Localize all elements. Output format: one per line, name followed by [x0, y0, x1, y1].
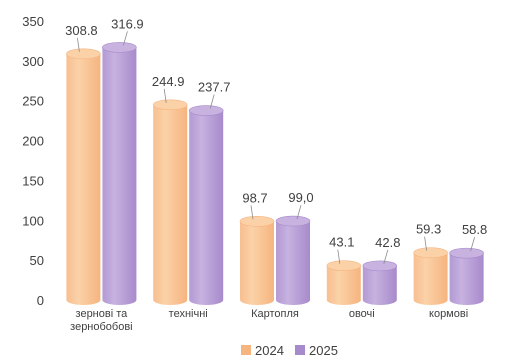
data-label: 42.8	[375, 235, 400, 250]
bar-top	[239, 216, 275, 227]
category-label: кормові	[429, 308, 468, 320]
label-leader-line	[296, 204, 302, 220]
bar-2025	[449, 247, 484, 305]
bar-top	[152, 99, 188, 111]
y-tick-label: 0	[37, 293, 44, 308]
bar-2024	[66, 48, 101, 305]
data-label: 98.7	[242, 190, 267, 205]
data-label: 316.9	[111, 16, 144, 31]
y-tick-label: 200	[22, 134, 44, 149]
y-tick-label: 150	[22, 173, 44, 188]
bar-2024	[152, 99, 188, 305]
label-leader-line	[250, 205, 254, 220]
bar-body	[102, 47, 137, 305]
bar-2025	[188, 105, 224, 306]
y-tick-label: 250	[22, 94, 44, 109]
legend: 2024 2025	[241, 343, 338, 358]
bar-body	[276, 221, 310, 305]
bar-top	[188, 105, 224, 116]
legend-label: 2024	[255, 343, 284, 358]
label-leader-line	[383, 249, 389, 264]
bar-2024	[239, 216, 275, 305]
label-leader-line	[77, 37, 80, 52]
bar-body	[413, 252, 448, 305]
bar-top	[413, 247, 448, 259]
category-label: технічні	[169, 308, 208, 320]
bar-2025	[275, 215, 311, 305]
bar-top	[66, 48, 101, 60]
data-label: 58.8	[462, 222, 487, 237]
bar-body	[66, 53, 101, 305]
category-label: Картопля	[251, 308, 299, 320]
label-leader-line	[470, 237, 475, 252]
label-leader-line	[123, 31, 128, 46]
bar-body	[153, 104, 188, 305]
data-label: 99,0	[288, 190, 313, 205]
legend-swatch	[241, 345, 251, 355]
label-leader-line	[424, 236, 427, 251]
bar-2025	[362, 260, 398, 305]
data-label: 244.9	[152, 74, 185, 89]
bar-body	[240, 221, 274, 305]
bar-top	[102, 42, 137, 53]
y-tick-label: 300	[22, 54, 44, 69]
y-tick-label: 50	[30, 253, 44, 268]
label-leader-line	[337, 249, 341, 264]
data-label: 59.3	[416, 222, 441, 237]
label-leader-line	[209, 94, 215, 109]
legend-label: 2025	[309, 343, 338, 358]
data-label: 43.1	[329, 235, 354, 250]
y-axis: 0 50 100 150 200 250 300 350	[22, 14, 44, 308]
data-labels: 308.8 316.9 244.9 237.7 98.7 99,0 43.1 42.8 59.3…	[65, 16, 487, 264]
bar-2025	[102, 42, 137, 305]
category-label: зернобобові	[70, 321, 132, 333]
bar-top	[449, 247, 484, 259]
y-tick-label: 350	[22, 14, 44, 29]
bars	[66, 42, 484, 306]
bar-top	[326, 260, 362, 271]
y-tick-label: 100	[22, 213, 44, 228]
bar-body	[449, 253, 484, 305]
data-label: 308.8	[65, 23, 98, 38]
bar-body	[189, 110, 224, 306]
bar-body	[326, 265, 361, 305]
bar-top	[362, 260, 398, 272]
bar-2024	[413, 247, 448, 305]
category-label: овочі	[349, 308, 375, 320]
bar-body	[362, 265, 397, 305]
legend-swatch	[295, 345, 305, 355]
data-label: 237.7	[198, 80, 231, 95]
bar-top	[275, 215, 311, 227]
label-leader-line	[163, 88, 167, 103]
bar-2024	[326, 260, 362, 305]
category-label: зернові та	[76, 308, 129, 320]
